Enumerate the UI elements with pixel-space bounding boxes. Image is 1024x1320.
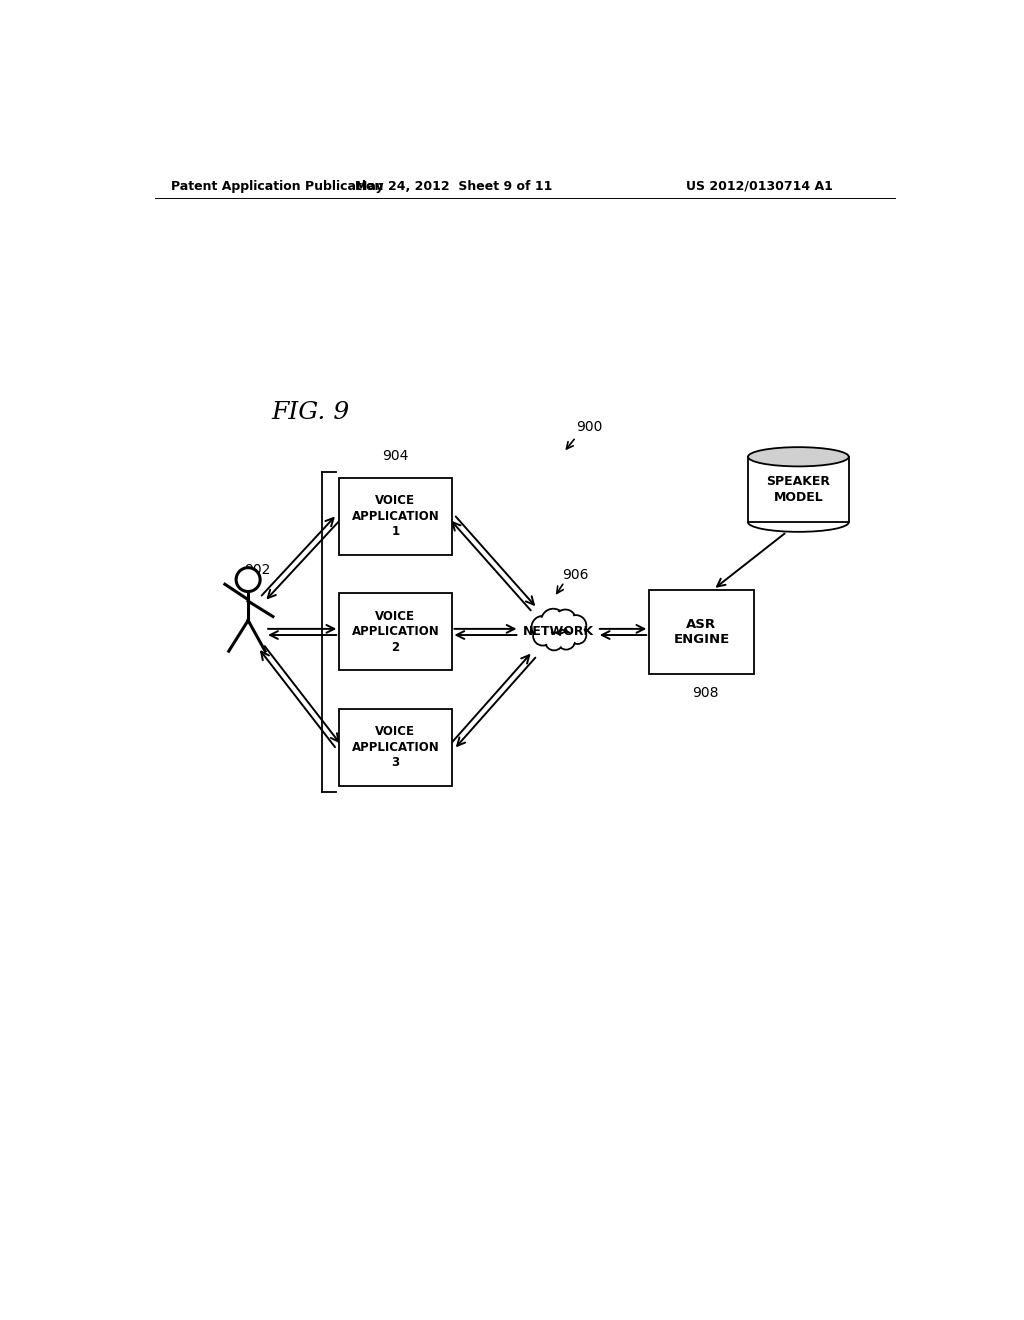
FancyBboxPatch shape [339,709,452,785]
Circle shape [568,627,587,644]
Text: 906: 906 [562,568,589,582]
Circle shape [556,611,574,628]
Text: ASR
ENGINE: ASR ENGINE [674,618,730,647]
Circle shape [547,634,561,649]
Circle shape [557,632,575,649]
Text: May 24, 2012  Sheet 9 of 11: May 24, 2012 Sheet 9 of 11 [354,180,552,193]
Circle shape [555,610,575,631]
Text: FIG. 9: FIG. 9 [271,401,349,424]
Text: 902: 902 [245,562,270,577]
Text: SPEAKER
MODEL: SPEAKER MODEL [766,475,830,504]
Text: 904: 904 [382,449,409,462]
Circle shape [534,618,552,636]
Circle shape [535,628,551,644]
Circle shape [534,627,553,645]
Text: VOICE
APPLICATION
3: VOICE APPLICATION 3 [351,726,439,770]
Circle shape [531,616,554,639]
Text: US 2012/0130714 A1: US 2012/0130714 A1 [686,180,833,193]
Ellipse shape [748,447,849,466]
Circle shape [543,611,563,631]
Text: VOICE
APPLICATION
1: VOICE APPLICATION 1 [351,495,439,539]
Circle shape [237,568,260,591]
Text: NETWORK: NETWORK [522,626,594,639]
Circle shape [567,616,585,635]
FancyBboxPatch shape [339,478,452,554]
Circle shape [565,615,587,636]
Bar [748,457,849,523]
Circle shape [570,628,585,643]
Circle shape [545,632,563,651]
Circle shape [542,609,565,632]
Text: Patent Application Publication: Patent Application Publication [171,180,383,193]
Text: 900: 900 [575,420,602,434]
FancyBboxPatch shape [339,594,452,671]
Text: 908: 908 [692,686,719,700]
Text: VOICE
APPLICATION
2: VOICE APPLICATION 2 [351,610,439,653]
FancyBboxPatch shape [649,590,754,675]
Circle shape [559,634,573,648]
